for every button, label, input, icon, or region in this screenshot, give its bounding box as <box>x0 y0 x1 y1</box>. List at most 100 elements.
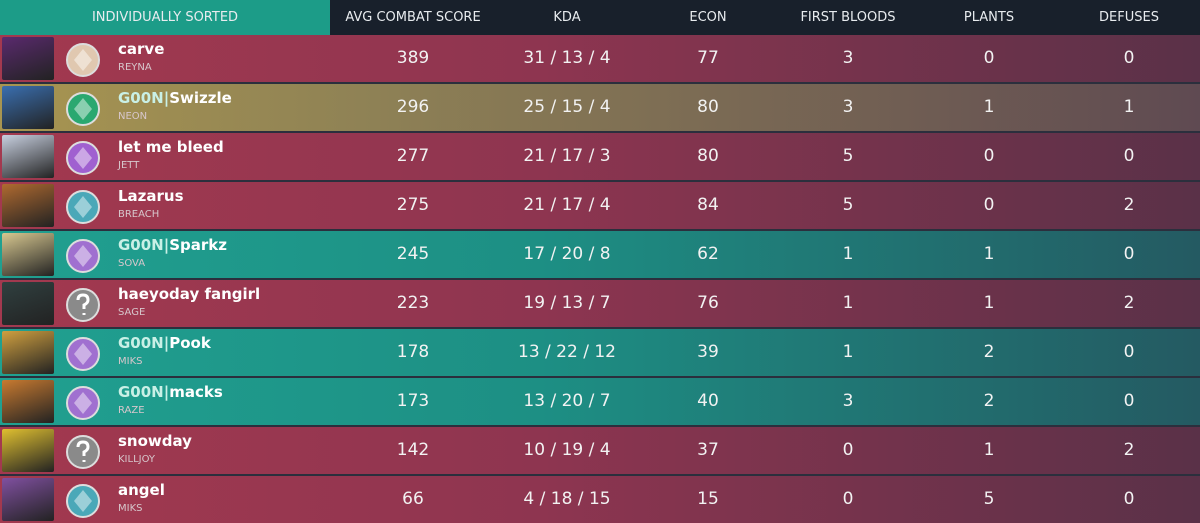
stat-cell: 80 <box>697 97 719 117</box>
player-name: carve <box>118 40 165 58</box>
player-name: Sparkz <box>169 236 228 254</box>
tag-separator: | <box>163 89 170 107</box>
rank-badge <box>66 484 100 518</box>
stat-cell: 3 <box>842 391 854 411</box>
stat-cell: 2 <box>1123 440 1135 460</box>
unranked-glyph <box>76 293 90 315</box>
stat-cell: 25 / 15 / 4 <box>523 97 611 117</box>
stat-cell: 1 <box>842 293 854 313</box>
stat-cell: 1 <box>983 293 995 313</box>
player-name-line: snowday <box>118 432 192 450</box>
player-row: carve REYNA 389 31 / 13 / 4 77 3 0 0 <box>0 35 1200 82</box>
stat-cell: 2 <box>983 342 995 362</box>
stat-cell: 5 <box>842 146 854 166</box>
agent-portrait <box>2 37 54 80</box>
column-header: ECON <box>689 10 727 25</box>
rank-badge <box>66 239 100 273</box>
stat-cell: 77 <box>697 48 719 68</box>
stat-cell: 17 / 20 / 8 <box>523 244 611 264</box>
player-row: G00N|macks RAZE 173 13 / 20 / 7 40 3 2 0 <box>0 378 1200 425</box>
rank-gem <box>74 343 92 365</box>
player-name: macks <box>169 383 223 401</box>
agent-name: RAZE <box>118 405 145 416</box>
player-name: Swizzle <box>169 89 232 107</box>
stat-cell: 0 <box>983 48 995 68</box>
player-row: haeyoday fangirl SAGE 223 19 / 13 / 7 76 1 1 2 <box>0 280 1200 327</box>
stat-cell: 0 <box>1123 489 1135 509</box>
stat-cell: 2 <box>1123 293 1135 313</box>
agent-portrait <box>2 135 54 178</box>
stat-cell: 0 <box>1123 391 1135 411</box>
rank-icon <box>66 435 100 469</box>
rank-gem <box>74 147 92 169</box>
stat-cell: 21 / 17 / 4 <box>523 195 611 215</box>
player-name-line: G00N|macks <box>118 383 223 401</box>
player-row: G00N|Sparkz SOVA 245 17 / 20 / 8 62 1 1 0 <box>0 231 1200 278</box>
stat-cell: 3 <box>842 48 854 68</box>
agent-portrait <box>2 380 54 423</box>
stat-cell: 296 <box>396 97 430 117</box>
stat-cell: 4 / 18 / 15 <box>523 489 611 509</box>
rank-icon <box>66 337 100 371</box>
stat-cell: 0 <box>983 146 995 166</box>
stat-cell: 40 <box>697 391 719 411</box>
header-title: INDIVIDUALLY SORTED <box>0 0 330 35</box>
stat-cell: 0 <box>983 195 995 215</box>
agent-portrait <box>2 184 54 227</box>
player-row: G00N|Pook MIKS 178 13 / 22 / 12 39 1 2 0 <box>0 329 1200 376</box>
agent-name: REYNA <box>118 62 152 73</box>
player-row: G00N|Swizzle NEON 296 25 / 15 / 4 80 3 1 1 <box>0 84 1200 131</box>
player-name: Lazarus <box>118 187 184 205</box>
stat-cell: 173 <box>396 391 430 411</box>
rank-icon <box>66 239 100 273</box>
player-row: let me bleed JETT 277 21 / 17 / 3 80 5 0 0 <box>0 133 1200 180</box>
rank-gem <box>74 245 92 267</box>
stat-cell: 1 <box>983 244 995 264</box>
agent-portrait <box>2 429 54 472</box>
stat-cell: 275 <box>396 195 430 215</box>
stat-cell: 37 <box>697 440 719 460</box>
tag-separator: | <box>163 236 170 254</box>
stat-cell: 0 <box>1123 48 1135 68</box>
rank-badge <box>66 386 100 420</box>
player-name-line: Lazarus <box>118 187 184 205</box>
agent-name: MIKS <box>118 356 143 367</box>
stat-cell: 1 <box>842 244 854 264</box>
stat-cell: 31 / 13 / 4 <box>523 48 611 68</box>
player-name: snowday <box>118 432 192 450</box>
stat-cell: 3 <box>842 97 854 117</box>
stat-cell: 0 <box>1123 146 1135 166</box>
agent-name: JETT <box>118 160 140 171</box>
player-name-line: G00N|Pook <box>118 334 211 352</box>
rank-badge <box>66 337 100 371</box>
stat-cell: 5 <box>842 195 854 215</box>
header-bar <box>330 0 1200 35</box>
column-header: KDA <box>553 10 581 25</box>
rank-gem <box>74 196 92 218</box>
player-row: snowday KILLJOY 142 10 / 19 / 4 37 0 1 2 <box>0 427 1200 474</box>
agent-name: KILLJOY <box>118 454 156 465</box>
rank-icon <box>66 92 100 126</box>
stat-cell: 2 <box>983 391 995 411</box>
stat-cell: 5 <box>983 489 995 509</box>
agent-portrait <box>2 478 54 521</box>
column-header: DEFUSES <box>1099 10 1159 25</box>
stat-cell: 1 <box>1123 97 1135 117</box>
rank-icon <box>66 141 100 175</box>
agent-name: BREACH <box>118 209 160 220</box>
player-name: Pook <box>169 334 211 352</box>
stat-cell: 0 <box>842 440 854 460</box>
stat-cell: 13 / 20 / 7 <box>523 391 611 411</box>
stat-cell: 0 <box>842 489 854 509</box>
stat-cell: 39 <box>697 342 719 362</box>
rank-gem <box>74 392 92 414</box>
rank-badge <box>66 92 100 126</box>
stat-cell: 142 <box>396 440 430 460</box>
player-row: Lazarus BREACH 275 21 / 17 / 4 84 5 0 2 <box>0 182 1200 229</box>
stat-cell: 1 <box>983 440 995 460</box>
stat-cell: 21 / 17 / 3 <box>523 146 611 166</box>
agent-name: NEON <box>118 111 148 122</box>
agent-name: MIKS <box>118 503 143 514</box>
stat-cell: 389 <box>396 48 430 68</box>
